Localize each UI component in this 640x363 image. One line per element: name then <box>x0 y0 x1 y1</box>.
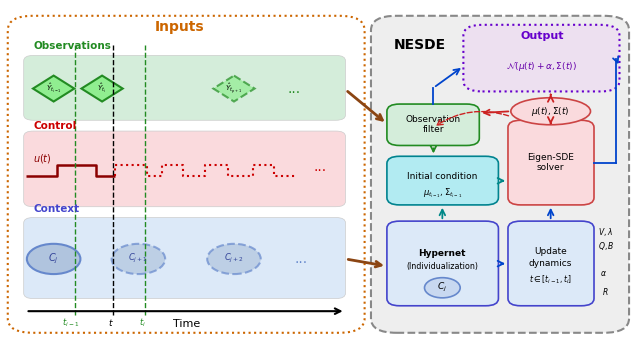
FancyBboxPatch shape <box>387 104 479 146</box>
Ellipse shape <box>511 98 591 125</box>
Text: $\hat{Y}_{t_{p+1}}$: $\hat{Y}_{t_{p+1}}$ <box>225 81 243 96</box>
FancyBboxPatch shape <box>24 131 346 207</box>
Text: $C_j$: $C_j$ <box>48 252 59 266</box>
FancyBboxPatch shape <box>508 120 594 205</box>
Text: $u(t)$: $u(t)$ <box>33 152 52 164</box>
Text: Update: Update <box>534 247 567 256</box>
Text: NESDE: NESDE <box>394 38 445 52</box>
Text: ...: ... <box>288 82 301 95</box>
FancyBboxPatch shape <box>24 217 346 299</box>
Text: Context: Context <box>33 204 79 213</box>
Text: Observations: Observations <box>33 41 111 52</box>
Text: Output: Output <box>520 30 563 41</box>
Text: Hypernet: Hypernet <box>419 249 466 258</box>
Text: $t$: $t$ <box>108 317 114 327</box>
Text: $C_{j+2}$: $C_{j+2}$ <box>224 252 244 265</box>
Polygon shape <box>213 76 255 102</box>
Text: $t_i$: $t_i$ <box>140 317 147 329</box>
Circle shape <box>424 278 460 298</box>
Text: Eigen-SDE
solver: Eigen-SDE solver <box>527 153 574 172</box>
Circle shape <box>111 244 165 274</box>
FancyBboxPatch shape <box>371 16 629 333</box>
Text: ...: ... <box>294 252 307 266</box>
Text: $R$: $R$ <box>602 286 608 297</box>
Text: $C_j$: $C_j$ <box>437 281 447 294</box>
Polygon shape <box>33 76 74 102</box>
FancyBboxPatch shape <box>463 25 620 91</box>
Text: Time: Time <box>173 319 200 329</box>
Text: $t_{i-1}$: $t_{i-1}$ <box>61 317 79 329</box>
FancyBboxPatch shape <box>24 56 346 120</box>
FancyBboxPatch shape <box>8 16 365 333</box>
Text: Inputs: Inputs <box>155 20 205 34</box>
Text: Observation
filter: Observation filter <box>406 115 461 134</box>
Text: Control: Control <box>33 121 77 131</box>
Text: $\hat{Y}_{t_i}$: $\hat{Y}_{t_i}$ <box>97 82 107 95</box>
FancyBboxPatch shape <box>508 221 594 306</box>
FancyBboxPatch shape <box>387 221 499 306</box>
Text: $V, \lambda$
$Q, B$: $V, \lambda$ $Q, B$ <box>598 226 615 252</box>
Circle shape <box>207 244 260 274</box>
Text: $\mathcal{N}(\mu(t)+\alpha, \Sigma(t))$: $\mathcal{N}(\mu(t)+\alpha, \Sigma(t))$ <box>506 61 577 73</box>
Text: dynamics: dynamics <box>529 259 572 268</box>
Text: $C_{j+1}$: $C_{j+1}$ <box>129 252 148 265</box>
Text: $\mu(t), \Sigma(t)$: $\mu(t), \Sigma(t)$ <box>531 105 570 118</box>
Text: $\alpha$: $\alpha$ <box>600 269 607 278</box>
Text: ...: ... <box>314 160 326 174</box>
Text: $\mu_{t_{i-1}}, \Sigma_{t_{i-1}}$: $\mu_{t_{i-1}}, \Sigma_{t_{i-1}}$ <box>422 186 462 200</box>
Circle shape <box>27 244 81 274</box>
FancyBboxPatch shape <box>387 156 499 205</box>
Polygon shape <box>81 76 123 102</box>
Text: Initial condition: Initial condition <box>407 172 477 181</box>
Text: $\hat{Y}_{t_{i-1}}$: $\hat{Y}_{t_{i-1}}$ <box>46 82 61 95</box>
Text: (Individualization): (Individualization) <box>406 262 478 271</box>
Text: $t \in [t_{i-1}, t_{i}]$: $t \in [t_{i-1}, t_{i}]$ <box>529 273 572 286</box>
